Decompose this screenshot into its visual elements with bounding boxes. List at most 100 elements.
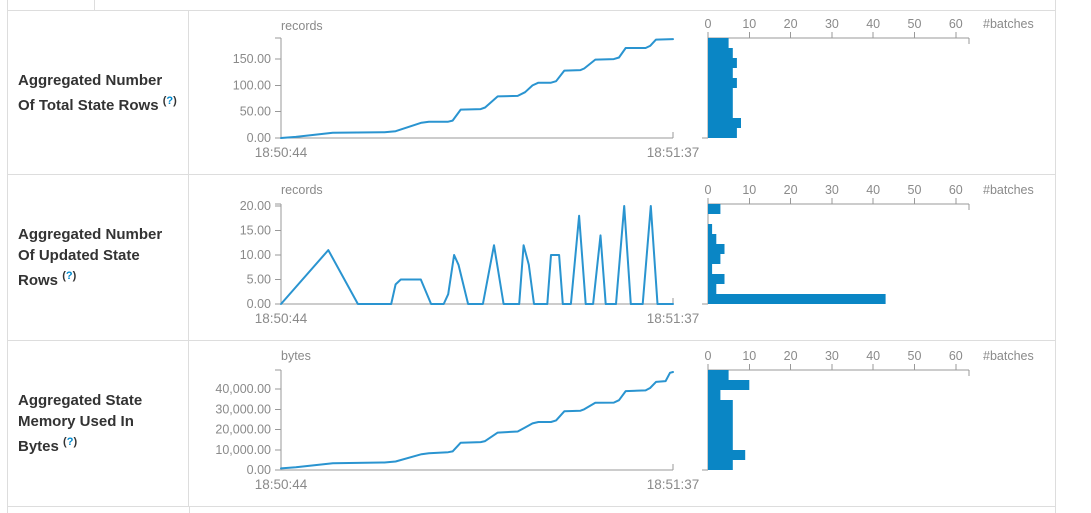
y-tick-label: 30,000.00 (215, 402, 271, 416)
metric-label-total-state-rows: Aggregated Number Of Total State Rows (?… (8, 11, 189, 174)
hist-bar (708, 410, 733, 420)
x-tick-label-start: 18:50:44 (255, 145, 308, 160)
hist-bar (708, 128, 737, 138)
hist-bar (708, 380, 750, 390)
next-row-remnant (8, 507, 1055, 513)
y-tick-label: 10,000.00 (215, 443, 271, 457)
hist-x-tick-label: 60 (949, 17, 963, 31)
hist-x-tick-label: 40 (866, 17, 880, 31)
state-metrics-table: Aggregated Number Of Total State Rows (?… (7, 0, 1056, 513)
hist-x-tick-label: 30 (825, 349, 839, 363)
help-tooltip[interactable]: (?) (63, 436, 78, 448)
hist-x-tick-label: 30 (825, 183, 839, 197)
hist-bar (708, 400, 733, 410)
help-question-mark: ? (166, 94, 174, 107)
x-tick-label-start: 18:50:44 (255, 477, 308, 492)
previous-row-remnant (8, 0, 1055, 11)
hist-bar (708, 420, 733, 430)
charts-cell: records 0.00 5.00 10.00 15.00 20.00 18:50:44 18… (189, 175, 1055, 340)
histogram-chart-total-state-rows: 0 10 20 30 40 50 60 #batches (702, 17, 1034, 139)
hist-bar (708, 430, 733, 440)
hist-bar (708, 244, 725, 254)
charts-cell: bytes 0.00 10,000.00 20,000.00 30,000.00 40,0… (189, 341, 1055, 506)
hist-x-tick-label: 20 (784, 17, 798, 31)
hist-unit-label: #batches (983, 17, 1034, 31)
hist-x-tick-label: 0 (705, 17, 712, 31)
hist-bar (708, 204, 721, 214)
metric-label-value: Aggregated Number Of Total State Rows (18, 71, 163, 114)
metric-label-value: Aggregated State Memory Used In Bytes (18, 392, 143, 455)
hist-x-tick-label: 40 (866, 183, 880, 197)
y-tick-label: 20,000.00 (215, 423, 271, 437)
metric-label-state-memory: Aggregated State Memory Used In Bytes (?… (8, 341, 189, 506)
hist-bar (708, 88, 733, 98)
y-tick-label: 10.00 (240, 248, 271, 262)
hist-bar (708, 38, 729, 48)
x-tick-label-end: 18:51:37 (647, 311, 700, 326)
timeline-chart-total-state-rows: records 0.00 50.00 100.00 150.00 18:50:44 18:5… (233, 19, 700, 160)
histogram-chart-state-memory: 0 10 20 30 40 50 60 #batches (702, 349, 1034, 471)
hist-x-tick-label: 40 (866, 349, 880, 363)
x-tick-label-start: 18:50:44 (255, 311, 308, 326)
y-tick-label: 0.00 (247, 297, 271, 311)
timeline-series-line (280, 371, 674, 470)
x-tick-label-end: 18:51:37 (647, 477, 700, 492)
hist-x-tick-label: 50 (908, 17, 922, 31)
hist-bar (708, 264, 713, 274)
metric-label-text: Aggregated Number Of Updated State Rows … (18, 224, 182, 291)
metric-label-text: Aggregated Number Of Total State Rows (?… (18, 70, 182, 116)
hist-bar (708, 460, 733, 470)
help-question-mark: ? (66, 436, 74, 448)
y-tick-label: 150.00 (233, 52, 271, 66)
x-tick-label-end: 18:51:37 (647, 145, 700, 160)
help-tooltip[interactable]: (?) (162, 94, 177, 107)
table-row: Aggregated Number Of Total State Rows (?… (8, 11, 1055, 175)
cell-divider (94, 0, 95, 10)
hist-bar (708, 274, 725, 284)
help-tooltip[interactable]: (?) (62, 270, 77, 282)
hist-bar (708, 58, 737, 68)
hist-x-tick-label: 10 (742, 349, 756, 363)
hist-bar (708, 450, 746, 460)
hist-bar (708, 48, 733, 58)
hist-bar (708, 118, 741, 128)
cell-divider (189, 507, 190, 513)
charts-cell: records 0.00 50.00 100.00 150.00 18:50:44 18:5… (189, 11, 1055, 174)
y-tick-label: 15.00 (240, 224, 271, 238)
y-tick-label: 0.00 (247, 463, 271, 477)
hist-x-tick-label: 10 (742, 183, 756, 197)
metric-label-updated-state-rows: Aggregated Number Of Updated State Rows … (8, 175, 189, 340)
hist-bar (708, 254, 721, 264)
y-tick-label: 20.00 (240, 199, 271, 213)
hist-x-tick-label: 60 (949, 183, 963, 197)
help-question-mark: ? (65, 270, 73, 282)
y-tick-label: 5.00 (247, 273, 271, 287)
hist-x-tick-label: 20 (784, 349, 798, 363)
y-tick-label: 50.00 (240, 105, 271, 119)
hist-bar (708, 68, 733, 78)
metric-label-value: Aggregated Number Of Updated State Rows (18, 226, 163, 289)
hist-bar (708, 224, 713, 234)
timeline-series-line (280, 205, 674, 305)
y-tick-label: 100.00 (233, 78, 271, 92)
hist-bar (708, 98, 733, 108)
y-axis-unit-label: bytes (281, 349, 311, 363)
hist-x-tick-label: 10 (742, 17, 756, 31)
hist-bar (708, 440, 733, 450)
hist-bar (708, 108, 733, 118)
hist-x-tick-label: 20 (784, 183, 798, 197)
y-axis-unit-label: records (281, 183, 323, 197)
hist-bar (708, 294, 886, 304)
table-row: Aggregated Number Of Updated State Rows … (8, 175, 1055, 341)
y-tick-label: 0.00 (247, 131, 271, 145)
hist-x-tick-label: 30 (825, 17, 839, 31)
hist-bar (708, 390, 721, 400)
timeline-chart-updated-state-rows: records 0.00 5.00 10.00 15.00 20.00 18:50:44 18… (240, 183, 700, 326)
hist-x-tick-label: 60 (949, 349, 963, 363)
y-tick-label: 40,000.00 (215, 382, 271, 396)
hist-unit-label: #batches (983, 349, 1034, 363)
hist-x-tick-label: 50 (908, 349, 922, 363)
timeline-chart-state-memory: bytes 0.00 10,000.00 20,000.00 30,000.00 40,0… (215, 349, 700, 492)
y-axis-unit-label: records (281, 19, 323, 33)
table-row: Aggregated State Memory Used In Bytes (?… (8, 341, 1055, 507)
